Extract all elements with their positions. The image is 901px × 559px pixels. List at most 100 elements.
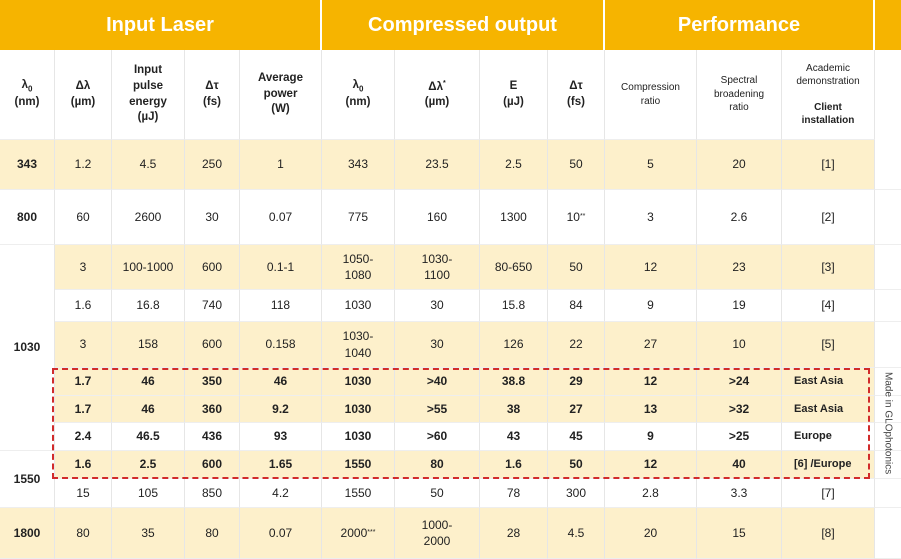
cell: 29 bbox=[548, 368, 605, 396]
header-line: (nm) bbox=[346, 95, 371, 111]
column-header: Input pulse energy (µJ) bbox=[112, 50, 185, 140]
cell-text: 1030 bbox=[344, 401, 372, 416]
header-line: demonstration bbox=[796, 75, 859, 89]
cell-text: [1] bbox=[821, 157, 835, 172]
cell: 2.8 bbox=[605, 479, 697, 508]
cell: [8] bbox=[782, 508, 875, 559]
cell: 100-1000 bbox=[112, 245, 185, 290]
cell: 60 bbox=[55, 190, 112, 245]
cell: 2600 bbox=[112, 190, 185, 245]
cell: 3.3 bbox=[697, 479, 782, 508]
header-line: Δλ bbox=[76, 79, 91, 95]
column-header: λ0 (nm) bbox=[322, 50, 395, 140]
superscript: *** bbox=[367, 529, 376, 537]
cell-text: 436 bbox=[201, 429, 223, 444]
cell-text: 0.158 bbox=[265, 337, 296, 352]
cell-text: 12 bbox=[643, 374, 658, 389]
cell: 1030 bbox=[322, 290, 395, 322]
cell: 1 bbox=[240, 140, 322, 190]
cell-text: 23.5 bbox=[425, 157, 449, 172]
header-line: installation bbox=[802, 114, 855, 128]
cell: 3 bbox=[55, 322, 112, 368]
cell-text: [4] bbox=[821, 298, 835, 313]
row-label-text: 1550 bbox=[13, 471, 41, 486]
cell: 2.6 bbox=[697, 190, 782, 245]
cell: 0.158 bbox=[240, 322, 322, 368]
cell-text: 50 bbox=[569, 259, 583, 274]
cell-text: 16.8 bbox=[136, 298, 160, 313]
column-header: Δτ (fs) bbox=[185, 50, 240, 140]
header-text: installation bbox=[801, 115, 855, 126]
header-line: E bbox=[510, 79, 518, 95]
cell: 78 bbox=[480, 479, 548, 508]
cell-text: 775 bbox=[347, 209, 369, 224]
header-text: ratio bbox=[640, 95, 661, 107]
cell-text: 100-1000 bbox=[122, 259, 174, 274]
group-header: Compressed output bbox=[322, 0, 605, 50]
cell-text: 15 bbox=[732, 525, 746, 540]
header-text: Δτ bbox=[569, 79, 583, 92]
cell-text: >24 bbox=[728, 374, 750, 389]
header-text: energy bbox=[129, 95, 167, 108]
cell-text: 1550 bbox=[344, 485, 372, 500]
header-line: λ0 bbox=[353, 78, 364, 95]
cell: 40 bbox=[697, 451, 782, 479]
cell: 343 bbox=[322, 140, 395, 190]
cell: 2.5 bbox=[480, 140, 548, 190]
cell: 740 bbox=[185, 290, 240, 322]
cell-text: 3 bbox=[647, 209, 654, 224]
cell-text: 50 bbox=[569, 457, 583, 472]
cell-text: 80-650 bbox=[494, 259, 533, 274]
cell-text: 1050-1080 bbox=[342, 251, 374, 282]
cell-text: 300 bbox=[565, 485, 587, 500]
header-text: (µJ) bbox=[137, 111, 159, 124]
cell-text: 13 bbox=[643, 401, 658, 416]
header-text: λ bbox=[21, 79, 28, 92]
cell: 2.4 bbox=[55, 423, 112, 451]
cell: 250 bbox=[185, 140, 240, 190]
cell-text: 2.5 bbox=[505, 157, 522, 172]
column-header: Δλ* (µm) bbox=[395, 50, 480, 140]
column-header: E (µJ) bbox=[480, 50, 548, 140]
cell-text: 30 bbox=[205, 209, 219, 224]
cell: 360 bbox=[185, 396, 240, 423]
subscript: 0 bbox=[358, 84, 364, 94]
cell-text: 600 bbox=[201, 259, 223, 274]
cell-text: 60 bbox=[76, 209, 90, 224]
cell: 46 bbox=[240, 368, 322, 396]
column-header: Academic demonstration Client installation bbox=[782, 50, 875, 140]
cell: 1.6 bbox=[55, 290, 112, 322]
cell: 9.2 bbox=[240, 396, 322, 423]
header-line: (µJ) bbox=[503, 95, 524, 111]
cell: 3 bbox=[605, 190, 697, 245]
header-text: ratio bbox=[729, 102, 749, 114]
cell-text: 1.6 bbox=[74, 457, 92, 472]
cell-text: 80 bbox=[430, 457, 444, 472]
cell: 27 bbox=[605, 322, 697, 368]
cell-text: 1.7 bbox=[74, 401, 92, 416]
side-cell bbox=[875, 451, 901, 479]
cell: 0.07 bbox=[240, 508, 322, 559]
column-header: Spectral broadening ratio bbox=[697, 50, 782, 140]
cell-text: 12 bbox=[643, 457, 658, 472]
cell: East Asia bbox=[782, 396, 875, 423]
header-text: (fs) bbox=[203, 95, 221, 108]
cell-text: [6] /Europe bbox=[794, 458, 852, 471]
cell: 1030-1100 bbox=[395, 245, 480, 290]
cell: 5 bbox=[605, 140, 697, 190]
cell: >40 bbox=[395, 368, 480, 396]
cell: 1.6 bbox=[480, 451, 548, 479]
cell: 45 bbox=[548, 423, 605, 451]
cell: 4.2 bbox=[240, 479, 322, 508]
header-line: Client bbox=[814, 101, 842, 115]
cell: [3] bbox=[782, 245, 875, 290]
cell-text: 0.07 bbox=[268, 525, 293, 540]
cell: [4] bbox=[782, 290, 875, 322]
header-text: (µJ) bbox=[503, 95, 524, 108]
header-text: demonstration bbox=[796, 76, 860, 87]
cell-text: 30 bbox=[430, 337, 444, 352]
cell-text: 9 bbox=[647, 429, 654, 444]
cell: 30 bbox=[185, 190, 240, 245]
cell-text: 1030 bbox=[344, 298, 372, 313]
superscript: * bbox=[442, 79, 446, 87]
